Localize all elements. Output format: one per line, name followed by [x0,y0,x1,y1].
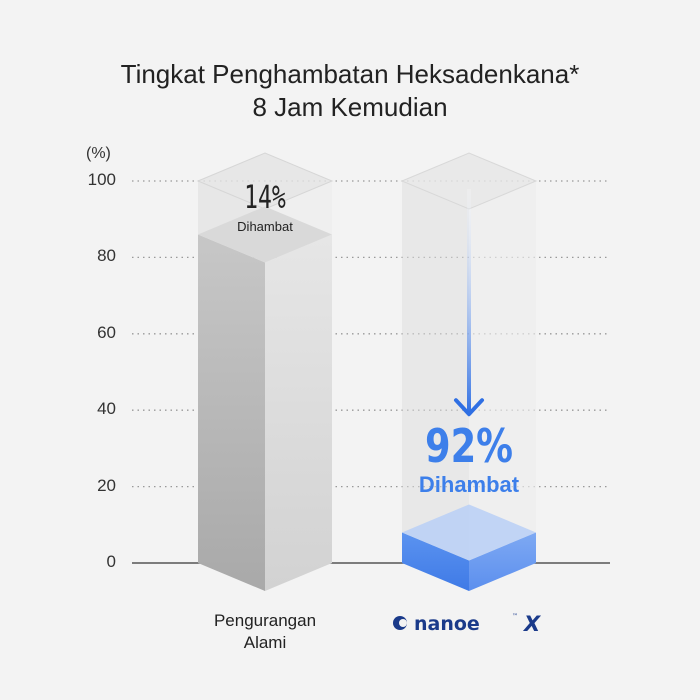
y-tick-label-80: 80 [97,246,116,266]
bar-nanoe-top-face [402,504,536,561]
x-label-line-1: Pengurangan [213,611,317,630]
x-label-line-2: Alami [243,633,287,652]
chart-title: Tingkat Penghambatan Heksadenkana* 8 Jam… [0,58,700,124]
bar-nanoe-ghost-top [400,152,538,210]
bar-natural-top-face [198,206,332,263]
nanoex-logo-dot-inner-icon [399,619,407,627]
y-axis-unit-label: (%) [86,145,111,162]
bar-pengurangan-alami [196,152,334,592]
nanoex-logo-graphic: nanoe X ™ [393,612,542,636]
y-tick-label-20: 20 [97,475,116,495]
bar-nanoe-ghost-right [469,181,536,561]
y-tick-label-60: 60 [97,322,116,342]
annotation-natural-value: 14% [244,178,286,216]
bar-nanoe-left-face [402,532,469,591]
nanoex-logo-text: nanoe [414,613,480,634]
chart-title-line-1: Tingkat Penghambatan Heksadenkana* [120,59,580,89]
x-label-pengurangan-alami: Pengurangan Alami [180,610,350,654]
bar-nanoe-ghost-left [402,181,469,561]
bar-natural-left-face [198,234,265,592]
annotation-nanoe-label: Dihambat [419,472,520,497]
nanoex-logo-tm: ™ [512,613,518,620]
chart-title-line-2: 8 Jam Kemudian [252,92,448,122]
down-arrow-head [454,398,484,417]
bar-nanoe-right-face [469,532,536,591]
bar-nanoex [400,152,538,591]
bar-natural-ghost-top [196,152,334,210]
y-tick-label-0: 0 [106,552,116,571]
down-arrow-shaft [467,189,471,415]
annotation-nanoe-value: 92% [425,419,513,473]
annotation-natural-label: Dihambat [237,219,293,234]
y-tick-label-100: 100 [87,170,116,189]
nanoex-logo: nanoe X ™ [392,612,562,636]
y-tick-label-40: 40 [97,399,116,419]
nanoex-logo-x: X [522,612,542,634]
bar-natural-right-face [265,234,332,592]
